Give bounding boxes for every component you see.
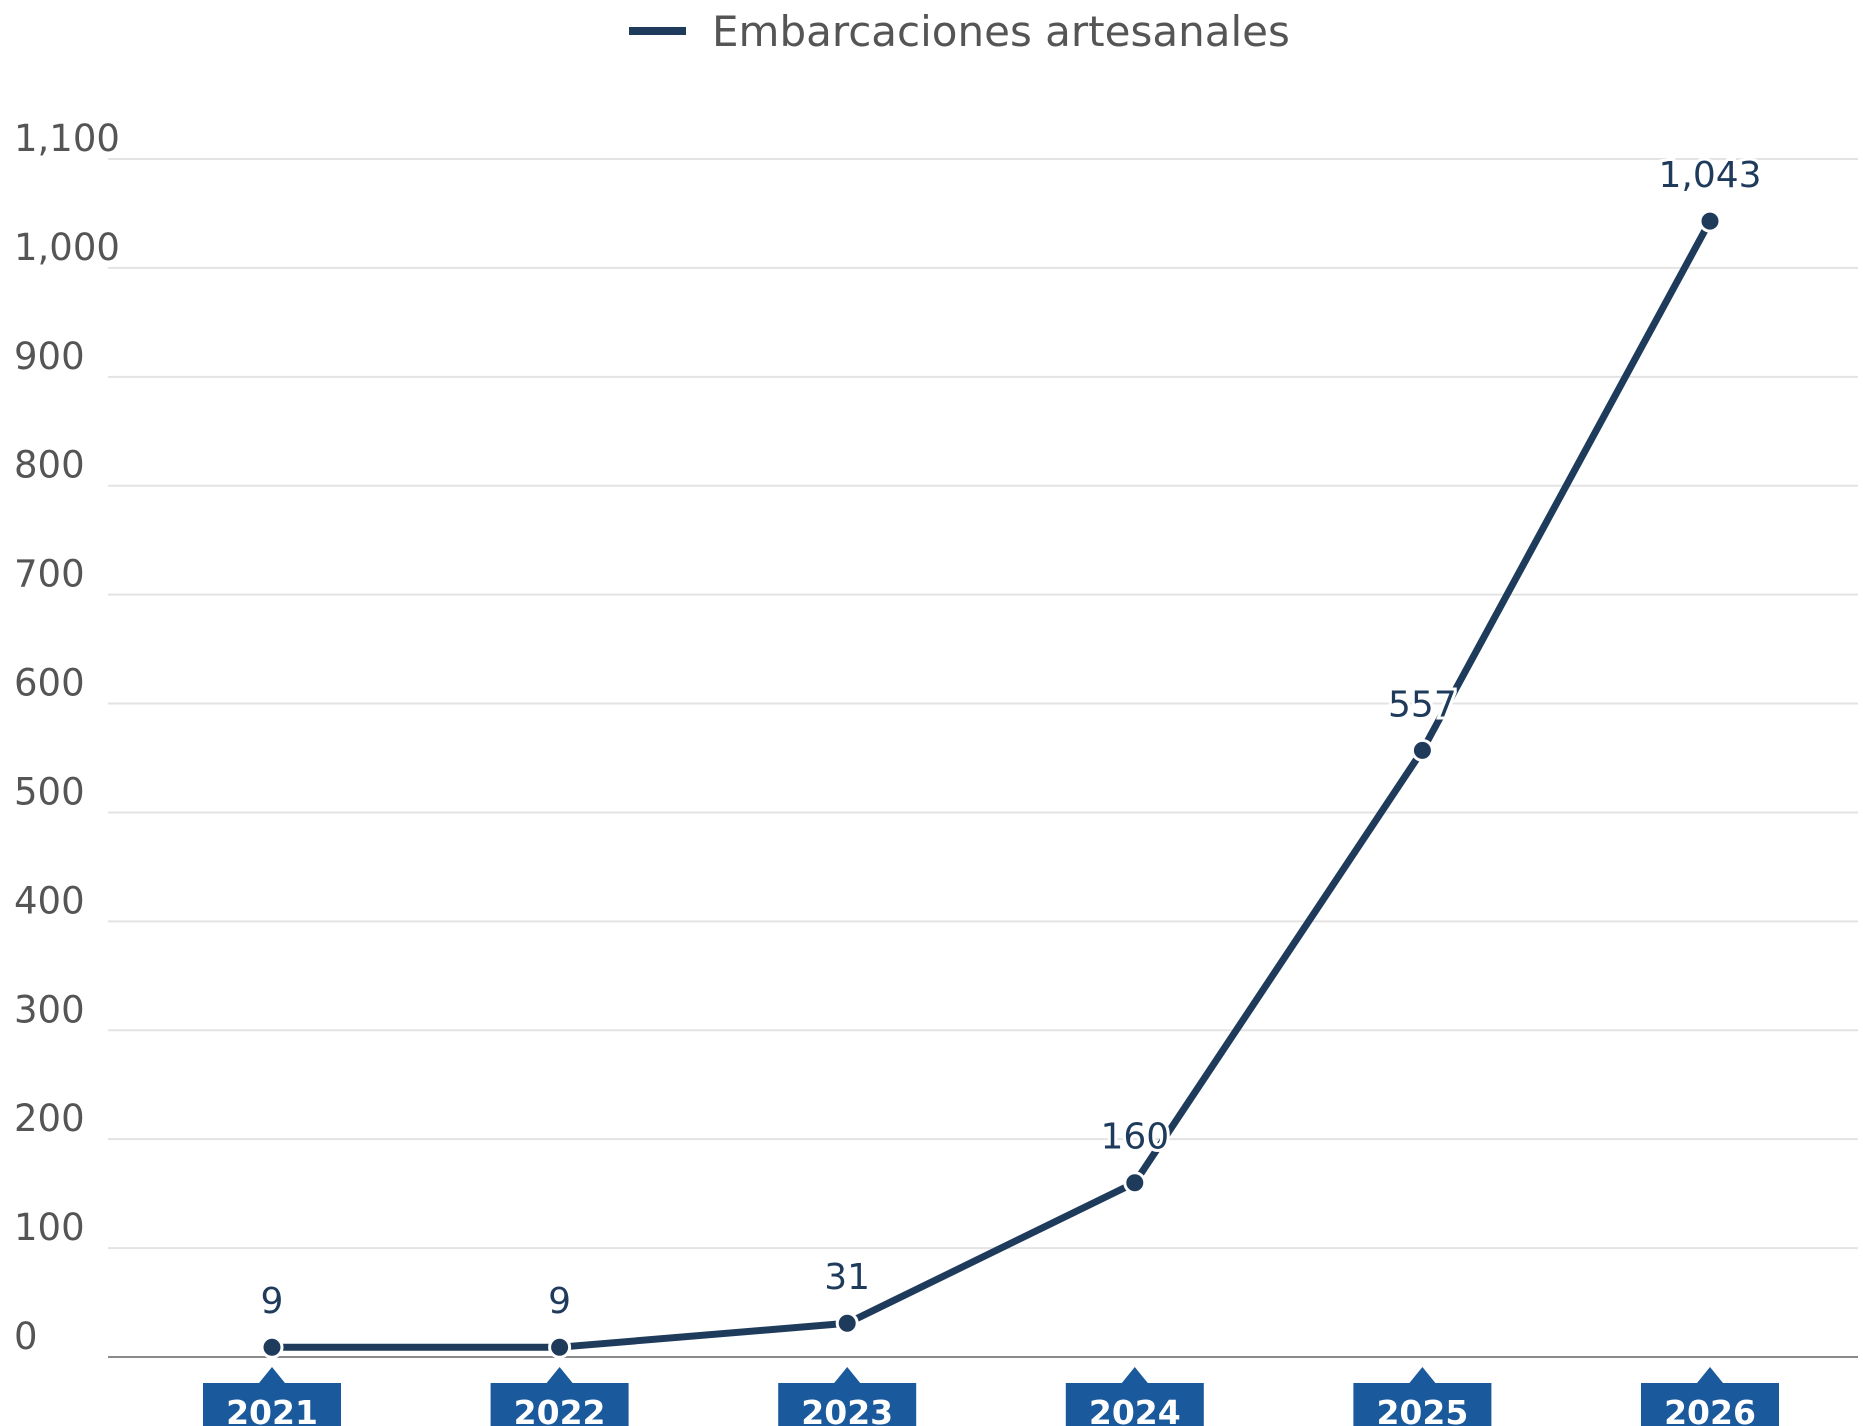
series-line bbox=[268, 217, 1714, 1351]
data-label: 9 bbox=[548, 1281, 571, 1322]
x-tick: 2024 bbox=[1065, 1367, 1204, 1426]
data-label: 9 bbox=[261, 1281, 284, 1322]
y-tick-label: 200 bbox=[14, 1097, 85, 1140]
x-tick-box bbox=[778, 1367, 917, 1426]
y-axis: 0 100 200 300 400 500 600 700 800 900 1,000 1,100 bbox=[14, 117, 120, 1358]
y-tick-label: 500 bbox=[14, 770, 85, 813]
x-tick-label: 2026 bbox=[1664, 1393, 1756, 1426]
x-tick-box bbox=[203, 1367, 341, 1426]
grid bbox=[108, 158, 1858, 1250]
data-point bbox=[1698, 209, 1722, 233]
x-tick-label: 2022 bbox=[514, 1393, 606, 1426]
x-tick: 2026 bbox=[1641, 1367, 1779, 1426]
legend: Embarcaciones artesanales bbox=[629, 7, 1290, 56]
y-tick-label: 1,100 bbox=[14, 117, 120, 160]
data-point bbox=[1410, 738, 1434, 762]
x-tick-label: 2024 bbox=[1089, 1393, 1181, 1426]
x-axis: 2021 2022 2023 2024 2025 2026 bbox=[203, 1367, 1779, 1426]
data-point bbox=[548, 1335, 572, 1359]
x-tick: 2025 bbox=[1353, 1367, 1492, 1426]
y-tick-label: 400 bbox=[14, 879, 85, 922]
x-tick-label: 2021 bbox=[226, 1393, 318, 1426]
y-tick-label: 0 bbox=[14, 1315, 38, 1358]
x-tick-box bbox=[1065, 1367, 1204, 1426]
y-tick-label: 800 bbox=[14, 444, 85, 487]
data-label: 31 bbox=[824, 1257, 870, 1298]
data-point bbox=[1123, 1171, 1147, 1195]
data-label: 1,043 bbox=[1658, 155, 1761, 196]
y-tick-label: 900 bbox=[14, 335, 85, 378]
data-label: 160 bbox=[1100, 1117, 1169, 1158]
x-tick-box bbox=[1353, 1367, 1492, 1426]
x-tick-label: 2025 bbox=[1376, 1393, 1468, 1426]
data-label: 557 bbox=[1388, 684, 1457, 725]
y-tick-label: 700 bbox=[14, 553, 85, 596]
y-tick-label: 1,000 bbox=[14, 226, 120, 269]
x-tick-label: 2023 bbox=[801, 1393, 893, 1426]
data-point bbox=[835, 1311, 859, 1335]
y-tick-label: 100 bbox=[14, 1206, 85, 1249]
y-tick-label: 300 bbox=[14, 988, 85, 1031]
legend-label: Embarcaciones artesanales bbox=[712, 7, 1290, 56]
x-tick: 2021 bbox=[203, 1367, 341, 1426]
x-tick: 2022 bbox=[490, 1367, 629, 1426]
data-point bbox=[260, 1335, 284, 1359]
x-tick-box bbox=[1641, 1367, 1779, 1426]
x-tick: 2023 bbox=[778, 1367, 917, 1426]
series-embarcaciones-artesanales: 9 9 31 160 557 1,043 bbox=[258, 152, 1765, 1359]
x-tick-box bbox=[490, 1367, 629, 1426]
y-tick-label: 600 bbox=[14, 662, 85, 705]
